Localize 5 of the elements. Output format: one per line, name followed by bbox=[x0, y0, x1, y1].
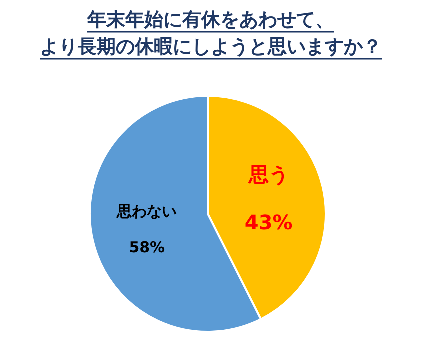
chart-title: 年末年始に有休をあわせて、より長期の休暇にしようと思いますか？ bbox=[40, 9, 382, 58]
slice-label: 思う bbox=[248, 162, 289, 187]
data-label: 58% bbox=[129, 238, 166, 256]
data-label: 43% bbox=[244, 210, 293, 235]
slice-label: 思わない bbox=[116, 202, 178, 220]
